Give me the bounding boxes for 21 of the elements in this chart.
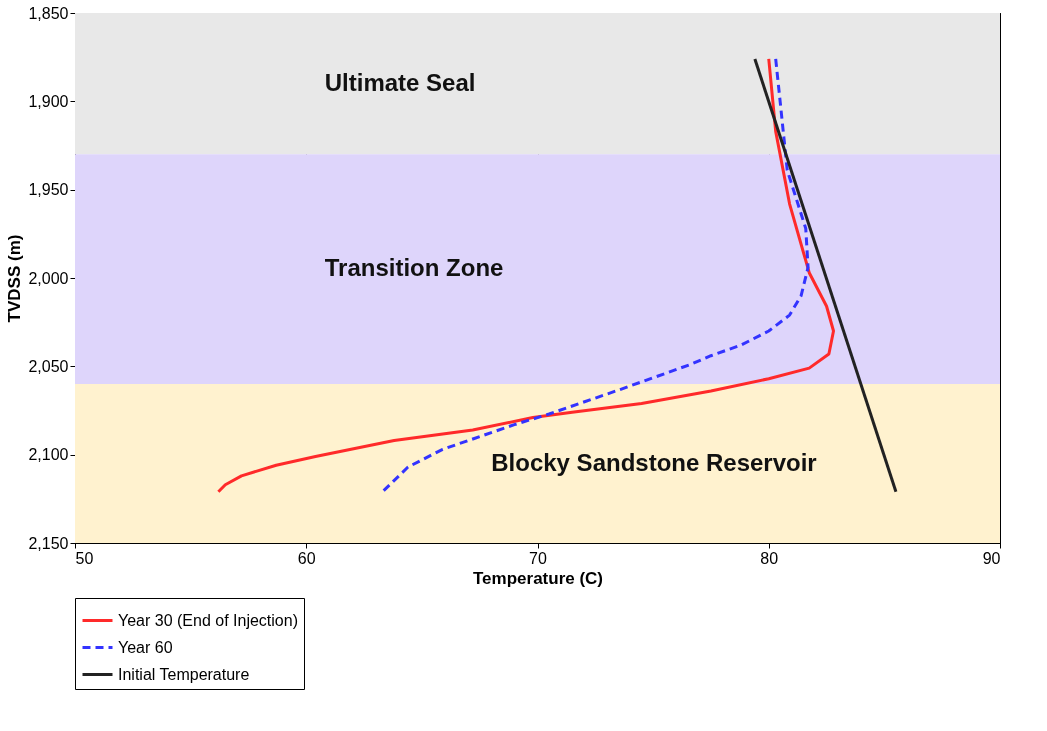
x-tick-label: 70 — [529, 549, 547, 567]
x-axis-title: Temperature (C) — [472, 568, 604, 588]
x-tick-label: 60 — [297, 549, 316, 567]
legend-label: Initial Temperature — [118, 665, 250, 683]
line-series — [216, 57, 835, 494]
band-label: Ultimate Seal — [324, 68, 476, 96]
y-tick-label: 1,850 — [28, 4, 69, 22]
legend-label: Year 60 — [118, 638, 173, 656]
y-axis-title: TVDSS (m) — [5, 234, 25, 323]
y-tick-label: 2,100 — [28, 446, 69, 464]
y-tick-label: 1,900 — [28, 92, 69, 110]
x-tick-label: 50 — [75, 549, 94, 567]
y-tick-label: 2,000 — [28, 269, 69, 287]
legend-label: Year 30 (End of Injection) — [118, 611, 298, 629]
band-label: Blocky Sandstone Reservoir — [491, 448, 817, 476]
x-tick-label: 80 — [760, 549, 779, 567]
y-tick-label: 2,050 — [28, 357, 69, 375]
y-tick-label: 1,950 — [28, 181, 69, 199]
band-label: Transition Zone — [324, 254, 504, 282]
y-tick-label: 2,150 — [28, 534, 69, 552]
x-tick-label: 90 — [982, 549, 1001, 567]
